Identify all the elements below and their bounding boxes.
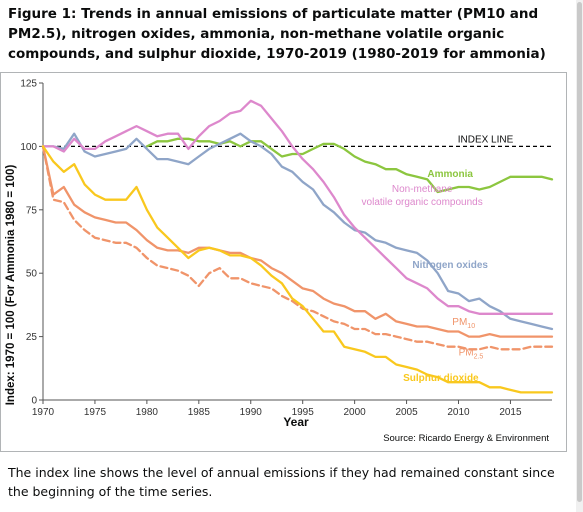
series-line-sulphur-dioxide (41, 145, 554, 394)
y-axis-title: Index: 1970 = 100 (For Ammonia 1980 = 10… (5, 165, 17, 406)
series-line-pm2-5 (41, 145, 554, 351)
x-tick-label: 1990 (240, 407, 263, 418)
source-note: Source: Ricardo Energy & Environment (383, 433, 549, 444)
series-label: Non-methane volatile organic compounds (362, 184, 483, 208)
x-tick-label: 2005 (395, 407, 418, 418)
series-label: PM2.5 (459, 348, 484, 361)
y-tick-label: 75 (26, 205, 38, 216)
x-tick-label: 1985 (188, 407, 211, 418)
x-tick-label: 2010 (447, 407, 470, 418)
x-tick-label: 1970 (32, 407, 55, 418)
y-tick-label: 100 (20, 142, 37, 153)
x-axis-title: Year (283, 415, 309, 429)
x-tick-label: 1995 (292, 407, 315, 418)
figure-caption: The index line shows the level of annual… (8, 465, 555, 499)
series-line-non-methane (41, 99, 554, 315)
series-line-ammonia (145, 137, 554, 194)
x-tick-label: 2015 (499, 407, 522, 418)
series-line-pm10 (41, 145, 554, 338)
page-scrollbar[interactable] (576, 0, 583, 512)
chart-container: 0 25 50 75 100 125 1970 1975 1980 1985 1990 1995 200… (0, 72, 567, 452)
series-line-nitrogen-oxides (41, 132, 554, 331)
series-label: Sulphur dioxide (403, 373, 479, 384)
x-tick-label: 2000 (344, 407, 367, 418)
y-tick-label: 25 (26, 332, 38, 343)
series-label: Nitrogen oxides (412, 260, 488, 271)
series-label: Ammonia (427, 169, 473, 180)
x-tick-label: 1980 (136, 407, 159, 418)
y-tick-label: 0 (31, 396, 37, 407)
index-line-label: INDEX LINE (458, 134, 514, 145)
y-tick-label: 50 (26, 269, 38, 280)
figure-title: Figure 1: Trends in annual emissions of … (8, 6, 546, 62)
series-layer (41, 99, 554, 394)
series-labels-layer: Ammonia Nitrogen oxides Non-methane volatil… (362, 169, 489, 384)
index-line-layer: INDEX LINE (43, 134, 552, 148)
x-tick-label: 1975 (84, 407, 107, 418)
scrollbar-thumb[interactable] (577, 2, 582, 502)
series-label: PM10 (452, 317, 475, 330)
y-tick-label: 125 (20, 79, 37, 90)
line-chart: 0 25 50 75 100 125 1970 1975 1980 1985 1990 1995 200… (5, 79, 554, 444)
axes-layer: 0 25 50 75 100 125 1970 1975 1980 1985 1990 1995 200… (20, 79, 552, 418)
